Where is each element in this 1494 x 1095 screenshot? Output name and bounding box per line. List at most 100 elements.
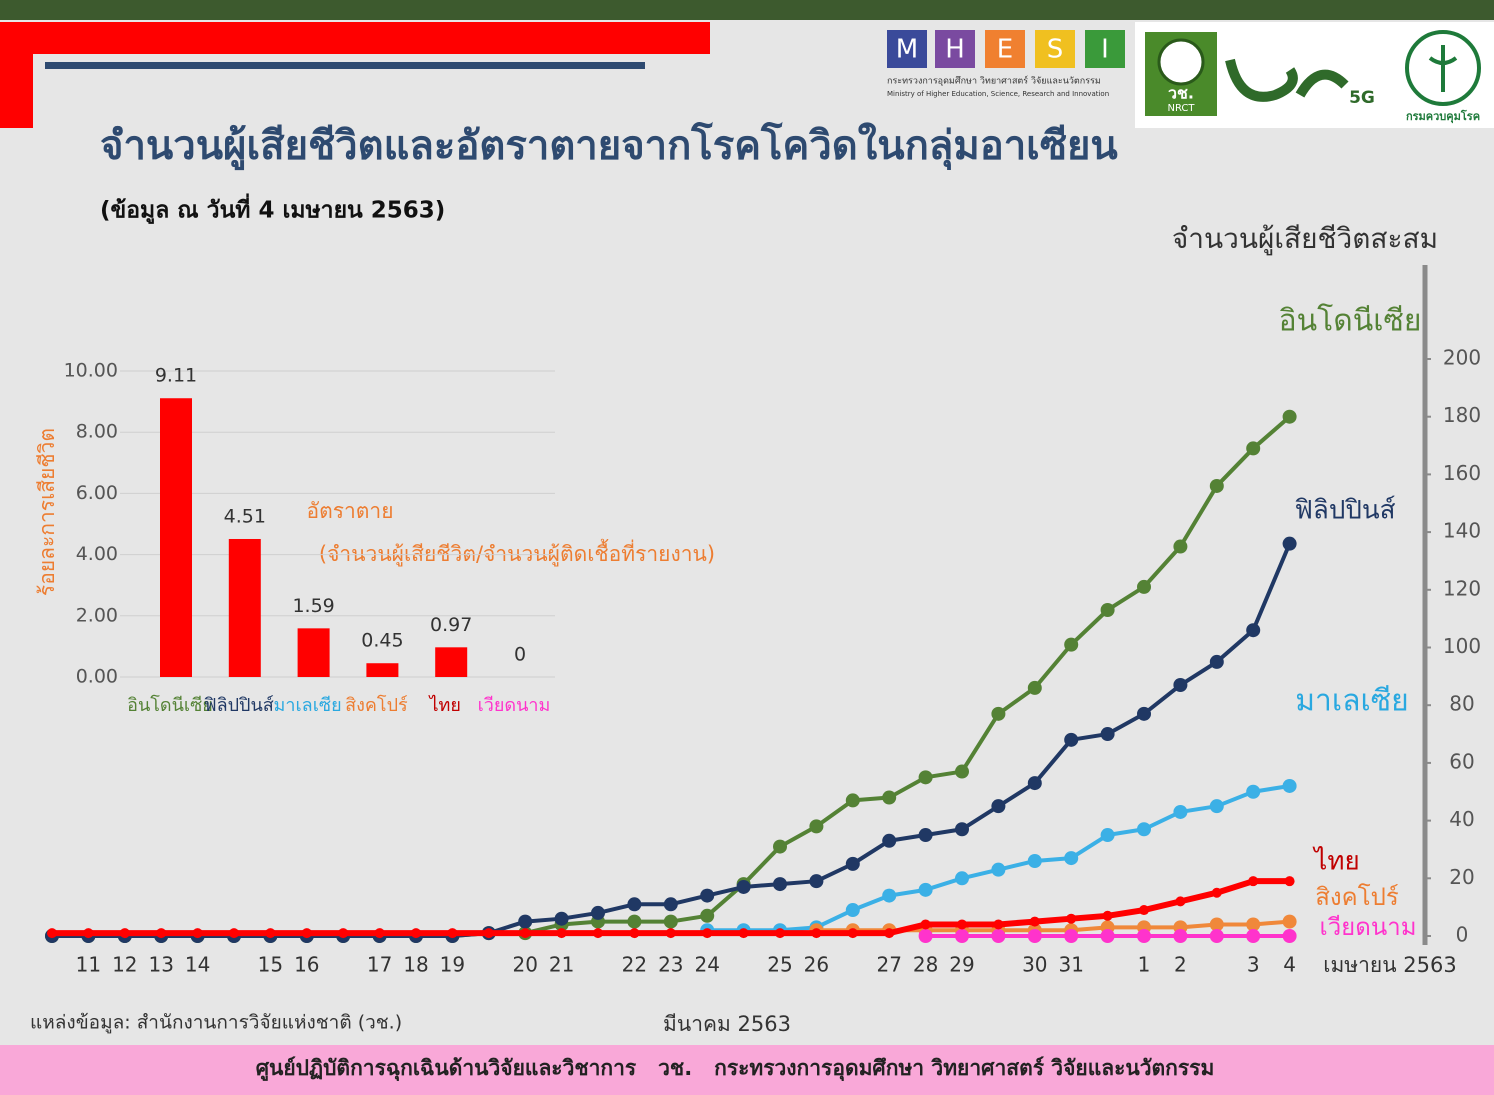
x-tick-label: 16 [294, 953, 319, 977]
marker [229, 928, 239, 939]
bar [160, 398, 192, 677]
marker [809, 874, 824, 889]
marker [1173, 678, 1188, 693]
marker [1027, 680, 1042, 695]
marker [1246, 929, 1261, 943]
marker [265, 928, 276, 939]
marker [663, 897, 678, 912]
x-tick-label: อินโดนีเซีย [127, 694, 213, 716]
value-label: 0.97 [430, 614, 472, 636]
marker [554, 911, 569, 926]
marker [1284, 876, 1295, 887]
x-tick-label: 18 [403, 953, 428, 977]
bar-annotation: (จำนวนผู้เสียชีวิต/จำนวนผู้ติดเชื้อที่รา… [319, 539, 715, 567]
marker [629, 928, 640, 939]
x-tick-label: 20 [512, 953, 537, 977]
marker [1175, 896, 1186, 907]
marker [520, 928, 531, 939]
y-tick-label: 0.00 [76, 666, 118, 688]
marker [1282, 914, 1297, 929]
marker [663, 914, 678, 929]
y-tick-label: 6.00 [76, 482, 118, 504]
x-tick-label: 2 [1174, 953, 1187, 977]
marker [918, 770, 933, 785]
x-tick-label: 11 [76, 953, 101, 977]
ministry-th: กระทรวงการอุดมศึกษา วิทยาศาสตร์ วิจัยและ… [887, 75, 1101, 87]
marker [847, 928, 858, 939]
marker [1029, 916, 1040, 927]
nrct-en: NRCT [1167, 103, 1195, 114]
nrct-th: วช. [1168, 84, 1194, 103]
series-label: อินโดนีเซีย [1279, 303, 1422, 339]
x-tick-label: 13 [148, 953, 173, 977]
logo-tile [985, 30, 1025, 68]
marker [1064, 732, 1079, 747]
series-label: สิงคโปร์ [1315, 883, 1399, 911]
marker [700, 888, 715, 903]
logo-tile [1035, 30, 1075, 68]
marker [1282, 409, 1297, 424]
value-label: 0.45 [361, 630, 403, 652]
logo-tile [887, 30, 927, 68]
marker [775, 928, 785, 939]
marker [47, 928, 57, 939]
logo-letter: H [945, 35, 965, 65]
marker [338, 928, 349, 939]
marker [1246, 784, 1261, 799]
marker [1064, 637, 1079, 652]
marker [845, 903, 860, 918]
y-tick-label: 40 [1449, 807, 1474, 831]
marker [918, 929, 933, 943]
marker [591, 905, 605, 920]
marker [411, 928, 421, 939]
marker [483, 928, 494, 939]
x-tick-label: 22 [622, 953, 647, 977]
marker [736, 879, 751, 894]
marker [918, 828, 933, 843]
marker [845, 793, 860, 808]
marker [1282, 778, 1297, 793]
ministry-en: Ministry of Higher Education, Science, R… [887, 90, 1109, 98]
x-tick-label: 1 [1138, 953, 1151, 977]
x-tick-label: 24 [694, 953, 719, 977]
marker [1137, 822, 1151, 837]
marker [991, 706, 1006, 721]
x-tick-label: 30 [1022, 953, 1047, 977]
marker [1027, 776, 1042, 791]
marker [156, 928, 167, 939]
value-label: 1.59 [292, 595, 334, 617]
bar [366, 663, 399, 677]
marker [1282, 929, 1297, 943]
title: จำนวนผู้เสียชีวิตและอัตราตายจากโรคโควิดใ… [100, 122, 1118, 171]
x-tick-label: 4 [1283, 953, 1296, 977]
marker [1064, 851, 1079, 866]
top-band [0, 0, 1494, 20]
marker [1100, 602, 1115, 617]
marker [1209, 478, 1224, 493]
logo-swoosh [1225, 58, 1349, 102]
marker [1246, 623, 1261, 638]
marker [773, 839, 787, 854]
x-tick-label: 14 [185, 953, 210, 977]
marker [518, 914, 533, 929]
series-label: ไทย [1312, 846, 1359, 877]
marker [374, 928, 385, 939]
marker [1211, 887, 1222, 898]
x-tick-label: เวียดนาม [478, 695, 551, 716]
marker [918, 882, 933, 897]
marker [1209, 799, 1224, 814]
line-y-label: จำนวนผู้เสียชีวิตสะสม [1172, 222, 1438, 256]
red-corner [0, 22, 33, 128]
y-tick-label: 180 [1443, 403, 1481, 427]
marker [627, 897, 642, 912]
marker [1102, 910, 1113, 921]
marker [773, 877, 787, 892]
marker [1282, 536, 1297, 551]
y-tick-label: 200 [1443, 346, 1481, 370]
x-tick-label: 19 [440, 953, 465, 977]
series-label: เวียดนาม [1319, 913, 1416, 941]
marker [991, 862, 1006, 877]
ddc-name: กรมควบคุมโรค [1406, 109, 1480, 124]
ddc-staff [1428, 45, 1458, 92]
